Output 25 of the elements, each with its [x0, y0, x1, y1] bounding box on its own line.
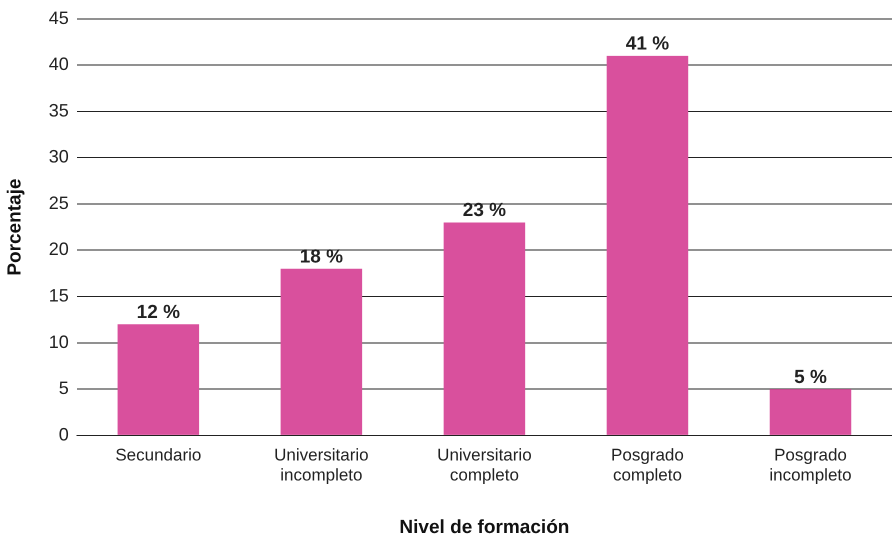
data-label: 41 % [626, 34, 670, 55]
y-tick-label: 25 [48, 192, 69, 213]
x-tick-label: Universitario completo [437, 445, 532, 485]
x-tick-label: Secundario [115, 445, 202, 464]
bar [606, 56, 688, 435]
y-tick-label: 20 [48, 239, 69, 260]
y-tick-label: 35 [48, 100, 69, 120]
bar [444, 222, 526, 435]
x-tick-label: Universitario incompleto [274, 445, 369, 485]
data-label: 5 % [794, 366, 827, 388]
x-axis-title: Nivel de formación [399, 516, 570, 538]
x-tick-label: Posgrado completo [611, 445, 684, 485]
bar [280, 268, 362, 435]
bar [770, 389, 852, 435]
data-label: 12 % [136, 302, 180, 324]
y-tick-label: 30 [48, 146, 69, 167]
y-tick-label: 0 [58, 424, 69, 444]
y-tick-label: 15 [48, 286, 69, 306]
y-tick-label: 5 [58, 378, 69, 398]
x-tick-label: Posgrado incompleto [769, 445, 852, 485]
bar [118, 324, 200, 435]
y-axis-title: Porcentaje [4, 178, 26, 276]
y-tick-label: 10 [48, 332, 69, 352]
y-tick-label: 45 [48, 8, 69, 28]
y-tick-label: 40 [48, 54, 69, 74]
